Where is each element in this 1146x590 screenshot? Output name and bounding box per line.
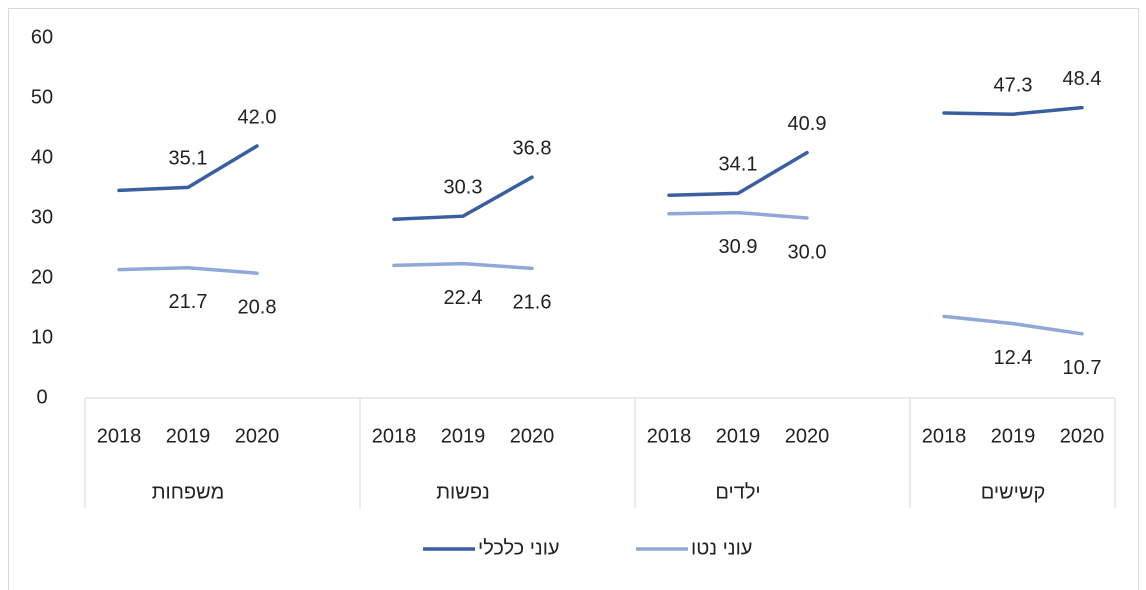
y-tick-label: 20 bbox=[31, 266, 53, 288]
data-label: 21.7 bbox=[169, 291, 208, 313]
x-tick-label: 2018 bbox=[97, 425, 142, 447]
data-label: 40.9 bbox=[788, 113, 827, 135]
data-label: 10.7 bbox=[1063, 357, 1102, 379]
x-tick-label: 2019 bbox=[441, 425, 486, 447]
series-line bbox=[117, 266, 259, 275]
series-line bbox=[942, 314, 1084, 336]
y-tick-label: 50 bbox=[31, 86, 53, 108]
data-label: 47.3 bbox=[994, 74, 1033, 96]
group-label: קשישים bbox=[981, 481, 1046, 503]
x-tick-label: 2020 bbox=[510, 425, 555, 447]
data-label: 30.0 bbox=[788, 241, 827, 263]
x-tick-label: 2020 bbox=[235, 425, 280, 447]
data-label: 34.1 bbox=[719, 154, 758, 176]
x-tick-label: 2019 bbox=[991, 425, 1036, 447]
series-line bbox=[117, 144, 259, 193]
x-tick-label: 2019 bbox=[716, 425, 761, 447]
x-tick-label: 2020 bbox=[785, 425, 830, 447]
data-label: 22.4 bbox=[444, 287, 483, 309]
group-label: משפחות bbox=[152, 481, 225, 503]
x-tick-label: 2018 bbox=[922, 425, 967, 447]
y-tick-label: 0 bbox=[36, 386, 47, 408]
group-label: ילדים bbox=[715, 481, 760, 503]
data-label: 21.6 bbox=[513, 292, 552, 314]
group-label: נפשות bbox=[436, 481, 490, 503]
data-label: 35.1 bbox=[169, 148, 208, 170]
y-tick-label: 10 bbox=[31, 326, 53, 348]
data-label: 30.3 bbox=[444, 176, 483, 198]
series-line bbox=[392, 175, 534, 221]
legend-label: עוני כלכלי bbox=[478, 537, 560, 559]
data-label: 36.8 bbox=[513, 137, 552, 159]
y-tick-label: 30 bbox=[31, 206, 53, 228]
data-label: 48.4 bbox=[1063, 68, 1102, 90]
x-tick-label: 2020 bbox=[1060, 425, 1105, 447]
chart-frame bbox=[8, 8, 1139, 590]
series-line bbox=[667, 150, 809, 197]
legend-label: עוני נטו bbox=[691, 537, 752, 559]
y-tick-label: 40 bbox=[31, 146, 53, 168]
x-tick-label: 2019 bbox=[166, 425, 211, 447]
x-tick-label: 2018 bbox=[372, 425, 417, 447]
data-label: 42.0 bbox=[238, 106, 277, 128]
data-label: 30.9 bbox=[719, 236, 758, 258]
series-line bbox=[942, 105, 1084, 116]
x-tick-label: 2018 bbox=[647, 425, 692, 447]
series-line bbox=[392, 261, 534, 271]
data-label: 12.4 bbox=[994, 347, 1033, 369]
data-label: 20.8 bbox=[238, 296, 277, 318]
series-line bbox=[667, 210, 809, 220]
y-tick-label: 60 bbox=[31, 26, 53, 48]
